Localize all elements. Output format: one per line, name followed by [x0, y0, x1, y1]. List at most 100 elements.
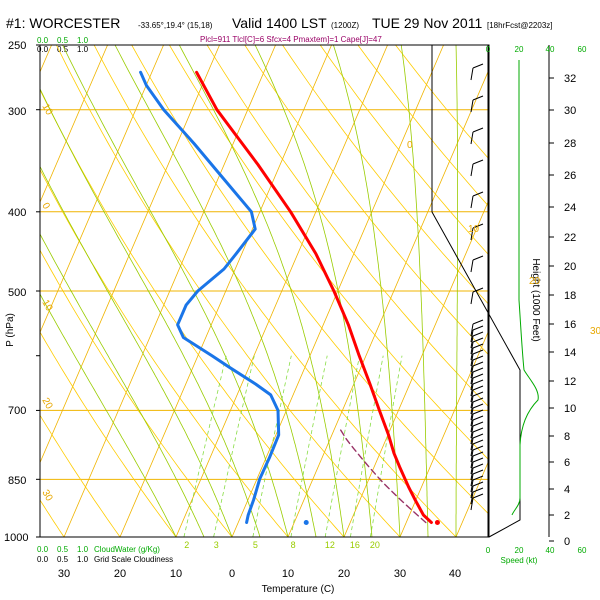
- moist-adiabat-line: [40, 87, 261, 537]
- wind-barb: [470, 425, 474, 439]
- wind-barb-flag: [472, 367, 484, 373]
- wind-barb: [470, 407, 474, 421]
- cloudwater-label: CloudWater (g/Kg): [94, 545, 160, 554]
- cloudwater-bottom-1: 0.5: [57, 545, 69, 554]
- moist-adiabat-line: [332, 45, 401, 537]
- utc-time: (1200Z): [331, 21, 359, 30]
- wind-barb: [470, 377, 474, 391]
- dry-adiabat-label: 0: [39, 201, 52, 212]
- wind-barb: [470, 291, 474, 305]
- y-tick-label: 300: [8, 106, 26, 118]
- wind-barb: [470, 323, 474, 337]
- wind-barb: [470, 389, 474, 403]
- forecast-info: [18hrFcst@2203z]: [487, 21, 552, 30]
- x-tick-label: 20: [114, 568, 126, 580]
- wind-barb-flag: [472, 463, 484, 469]
- dry-adiabat-line: [40, 331, 177, 537]
- wind-barb-flag: [472, 493, 484, 499]
- wind-barb: [470, 401, 474, 415]
- moist-adiabat-line: [40, 233, 205, 537]
- isotherm-line: [119, 45, 332, 537]
- wind-barb: [470, 347, 474, 361]
- mixing-ratio-label: 2: [184, 540, 189, 550]
- mixing-ratio-labels: 2 3 5 8 12 16 20: [184, 540, 380, 550]
- dry-adiabat-label: 20: [39, 396, 54, 412]
- isotherm-labels: 0 10 20 30: [407, 140, 600, 337]
- dry-adiabat-labels: 10 0 10 20 30: [39, 102, 54, 504]
- y-axis-label: P (hPa): [5, 313, 16, 347]
- wind-barb-flag: [472, 191, 484, 197]
- forecast-date: TUE 29 Nov 2011: [372, 15, 482, 31]
- wind-barb: [470, 131, 474, 145]
- wind-barb-flag: [472, 469, 484, 475]
- wind-barb: [470, 341, 474, 355]
- height-tick-label: 18: [564, 290, 576, 302]
- dry-adiabat-label: 10: [39, 102, 54, 118]
- moist-adiabat-line: [62, 45, 289, 537]
- moist-adiabat-line: [114, 45, 317, 537]
- speed-bottom-tick: 40: [546, 546, 555, 555]
- dry-adiabat-line: [40, 168, 289, 537]
- isotherm-line: [287, 68, 489, 537]
- wind-barb: [470, 449, 474, 463]
- moist-adiabat-line: [40, 165, 233, 537]
- mixing-ratio-label: 20: [370, 540, 380, 550]
- x-axis-label: Temperature (C): [262, 584, 335, 595]
- station-title: #1: WORCESTER: [6, 15, 120, 31]
- speed-top-tick: 0: [486, 45, 491, 54]
- wind-barb: [470, 455, 474, 469]
- isotherm-line: [231, 45, 444, 537]
- wind-barb-flag: [472, 415, 484, 421]
- dry-adiabat-line: [169, 45, 489, 461]
- wind-barb: [470, 419, 474, 433]
- cloudiness-bottom-1: 0.5: [57, 555, 69, 564]
- wind-barb-flag: [472, 421, 484, 427]
- mixing-ratio-line: [370, 355, 403, 537]
- y-tick-label: 250: [8, 40, 26, 52]
- wind-barb-flag: [472, 427, 484, 433]
- speed-top-tick: 60: [578, 45, 587, 54]
- dry-adiabat-line: [40, 249, 233, 537]
- y-tick-label: 500: [8, 287, 26, 299]
- wind-barb-flag: [472, 391, 484, 397]
- mixing-ratio-line: [183, 355, 227, 537]
- temperature-line: [195, 70, 433, 524]
- wind-barb-flag: [472, 63, 484, 69]
- mixing-ratio-line: [324, 355, 360, 537]
- speed-bottom-tick: 60: [578, 546, 587, 555]
- cloudiness-label: Grid Scale Cloudiness: [94, 555, 173, 564]
- mixing-ratio-line: [290, 355, 328, 537]
- wind-barb-flag: [472, 385, 484, 391]
- dry-adiabat-line: [40, 414, 121, 537]
- height-tick-label: 12: [564, 376, 576, 388]
- y-tick-label: 400: [8, 207, 26, 219]
- valid-time: Valid 1400 LST: [232, 15, 327, 31]
- mixing-ratio-line: [213, 355, 255, 537]
- cloudwater-bottom-2: 1.0: [77, 545, 89, 554]
- isotherm-label: 10: [468, 224, 480, 235]
- height-ticks: 32 30 28 26 24 22 20 18 16 14 12 10 8 6 …: [564, 73, 576, 548]
- height-tick-label: 22: [564, 232, 576, 244]
- wind-barb-flag: [472, 159, 484, 165]
- dry-adiabat-line: [40, 88, 345, 537]
- wind-barb-flag: [472, 445, 484, 451]
- wind-barb: [470, 431, 474, 445]
- wind-barb: [470, 359, 474, 373]
- height-tick-label: 20: [564, 261, 576, 273]
- wind-barb-flag: [472, 355, 484, 361]
- isotherm-line: [40, 45, 220, 464]
- isotherm-label: 20: [529, 276, 541, 287]
- height-tick-label: 30: [564, 105, 576, 117]
- wind-barb-flag: [472, 331, 484, 337]
- cloudwater-top-0: 0.0: [37, 36, 49, 45]
- wind-barb-flag: [472, 397, 484, 403]
- wind-barbs: [470, 63, 484, 511]
- sounding-series: [139, 70, 440, 526]
- y-tick-label: 1000: [4, 532, 28, 544]
- wind-barb-flag: [472, 433, 484, 439]
- mixing-ratio-label: 16: [350, 540, 360, 550]
- wind-barb-flag: [472, 255, 484, 261]
- wind-barb: [470, 163, 474, 177]
- mixing-ratio-label: 5: [253, 540, 258, 550]
